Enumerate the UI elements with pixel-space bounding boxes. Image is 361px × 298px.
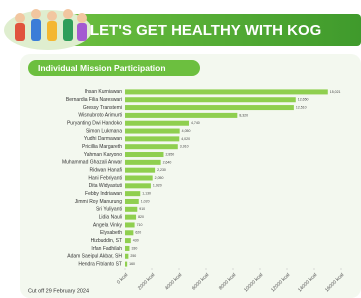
value-label: 15,021: [330, 90, 341, 94]
y-tick-label: Yahman Karyono: [84, 152, 122, 158]
y-tick-label: Hani Febriyanti: [88, 175, 122, 181]
y-tick-label: Simon Lukmana: [86, 128, 122, 134]
y-tick-label: Gressy Transtemi: [83, 105, 122, 111]
value-label: 330: [131, 246, 137, 250]
bar: [125, 191, 140, 196]
value-label: 160: [129, 262, 135, 266]
bar: [125, 89, 328, 94]
bar: [125, 262, 127, 267]
y-tick-label: Bernardia Filia Nareswari: [66, 97, 122, 103]
y-tick-label: Elysabeth: [100, 230, 122, 236]
footnote: Cut off 29 February 2024: [28, 288, 89, 294]
bar: [125, 168, 155, 173]
bar: [125, 207, 137, 212]
bar: [125, 238, 131, 243]
value-label: 3,910: [180, 145, 189, 149]
value-label: 620: [135, 231, 141, 235]
value-label: 4,020: [181, 137, 190, 141]
y-tick-label: Febby Indriawan: [85, 191, 122, 197]
y-tick-label: Sri Yuliyanti: [96, 207, 122, 213]
bar: [125, 246, 129, 251]
value-label: 2,230: [157, 168, 166, 172]
y-tick-label: Lidia Nauli: [99, 214, 122, 220]
y-tick-label: Yudhi Darmawan: [84, 136, 122, 142]
y-tick-label: Ihsan Kurniawan: [85, 89, 122, 95]
value-label: 1,020: [141, 199, 150, 203]
bar: [125, 152, 163, 157]
y-tick-label: Wisnubroto Arimurti: [78, 113, 122, 119]
bar: [125, 144, 178, 149]
value-label: 2,850: [165, 152, 174, 156]
value-label: 250: [130, 254, 136, 258]
value-label: 1,130: [142, 192, 151, 196]
value-label: 2,050: [155, 176, 164, 180]
y-tick-label: Irfan Fadhilah: [91, 246, 122, 252]
value-label: 2,640: [163, 160, 172, 164]
bar: [125, 136, 179, 141]
y-tick-label: Pricillia Margareth: [82, 144, 122, 150]
illustration: [4, 9, 92, 50]
value-label: 710: [137, 223, 143, 227]
y-tick-label: Jimmi Roy Manurung: [75, 199, 122, 205]
value-label: 8,320: [239, 113, 248, 117]
y-tick-label: Ridwan Hanafi: [89, 168, 122, 174]
y-tick-label: Adam Saeipul Akbar, SH: [67, 254, 122, 260]
page: {"header": {"title": "LET'S GET HEALTHY …: [0, 0, 361, 298]
value-label: 4,740: [191, 121, 200, 125]
bar: [125, 175, 153, 180]
bar: [125, 183, 151, 188]
value-label: 12,650: [298, 98, 309, 102]
value-label: 1,920: [153, 184, 162, 188]
y-tick-label: Angela Vinky: [93, 222, 123, 228]
y-tick-label: Hendra Fitrianto ST: [78, 261, 122, 267]
bar: [125, 199, 139, 204]
y-tick-label: Muhammad Ghazali Anwar: [62, 160, 122, 166]
value-label: 820: [138, 215, 144, 219]
bar: [125, 160, 161, 165]
y-tick-label: Dita Widyastuti: [89, 183, 122, 189]
value-label: 4,050: [182, 129, 191, 133]
y-tick-label: Hizbuddin, ST: [91, 238, 122, 244]
value-label: 910: [139, 207, 145, 211]
bar: [125, 97, 296, 102]
bar: [125, 230, 133, 235]
page-title: LET'S GET HEALTHY WITH KOG: [90, 22, 321, 39]
bar: [125, 129, 180, 134]
bar: [125, 105, 294, 110]
y-tick-label: Puryanting Dwi Handoko: [67, 121, 122, 127]
bar: [125, 121, 189, 126]
chart: LET'S GET HEALTHY WITH KOG Individual Mi…: [0, 0, 361, 298]
chart-title: Individual Mission Participation: [38, 63, 166, 73]
value-label: 12,510: [296, 105, 307, 109]
bar: [125, 222, 135, 227]
bar: [125, 254, 128, 259]
value-label: 430: [133, 239, 139, 243]
bar: [125, 113, 237, 118]
bar: [125, 215, 136, 220]
